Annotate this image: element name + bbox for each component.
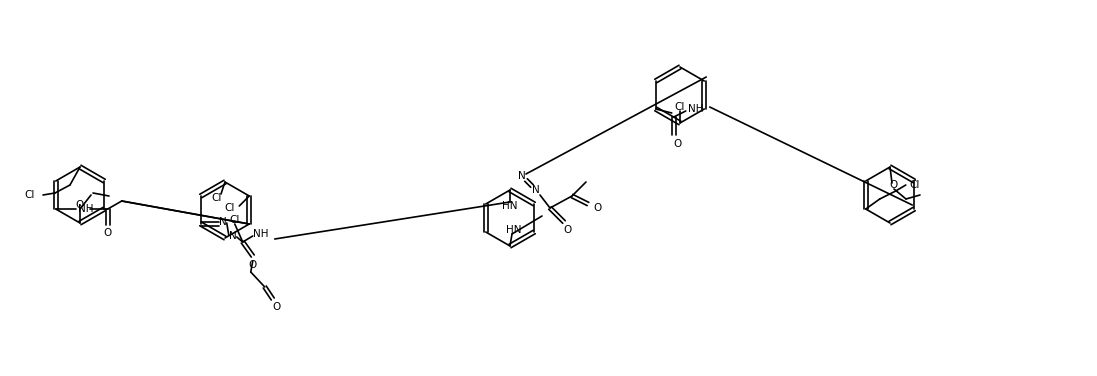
Text: O: O	[76, 200, 84, 210]
Text: O: O	[273, 302, 281, 312]
Text: N: N	[532, 185, 540, 195]
Text: O: O	[249, 260, 257, 270]
Text: N: N	[518, 171, 525, 181]
Text: NH: NH	[78, 204, 93, 214]
Text: NH: NH	[253, 229, 269, 239]
Text: N: N	[229, 231, 237, 241]
Text: Cl: Cl	[225, 203, 235, 213]
Text: O: O	[890, 180, 898, 190]
Text: O: O	[564, 225, 573, 235]
Text: N: N	[219, 217, 227, 227]
Text: O: O	[674, 139, 682, 149]
Text: NH: NH	[688, 104, 703, 114]
Text: O: O	[593, 203, 602, 213]
Text: Cl: Cl	[212, 193, 223, 203]
Text: HN: HN	[502, 201, 518, 211]
Text: Cl: Cl	[909, 180, 920, 190]
Text: O: O	[103, 228, 112, 238]
Text: Cl: Cl	[24, 190, 35, 200]
Text: Cl: Cl	[675, 102, 686, 112]
Text: HN: HN	[506, 225, 522, 235]
Text: Cl: Cl	[229, 215, 240, 225]
